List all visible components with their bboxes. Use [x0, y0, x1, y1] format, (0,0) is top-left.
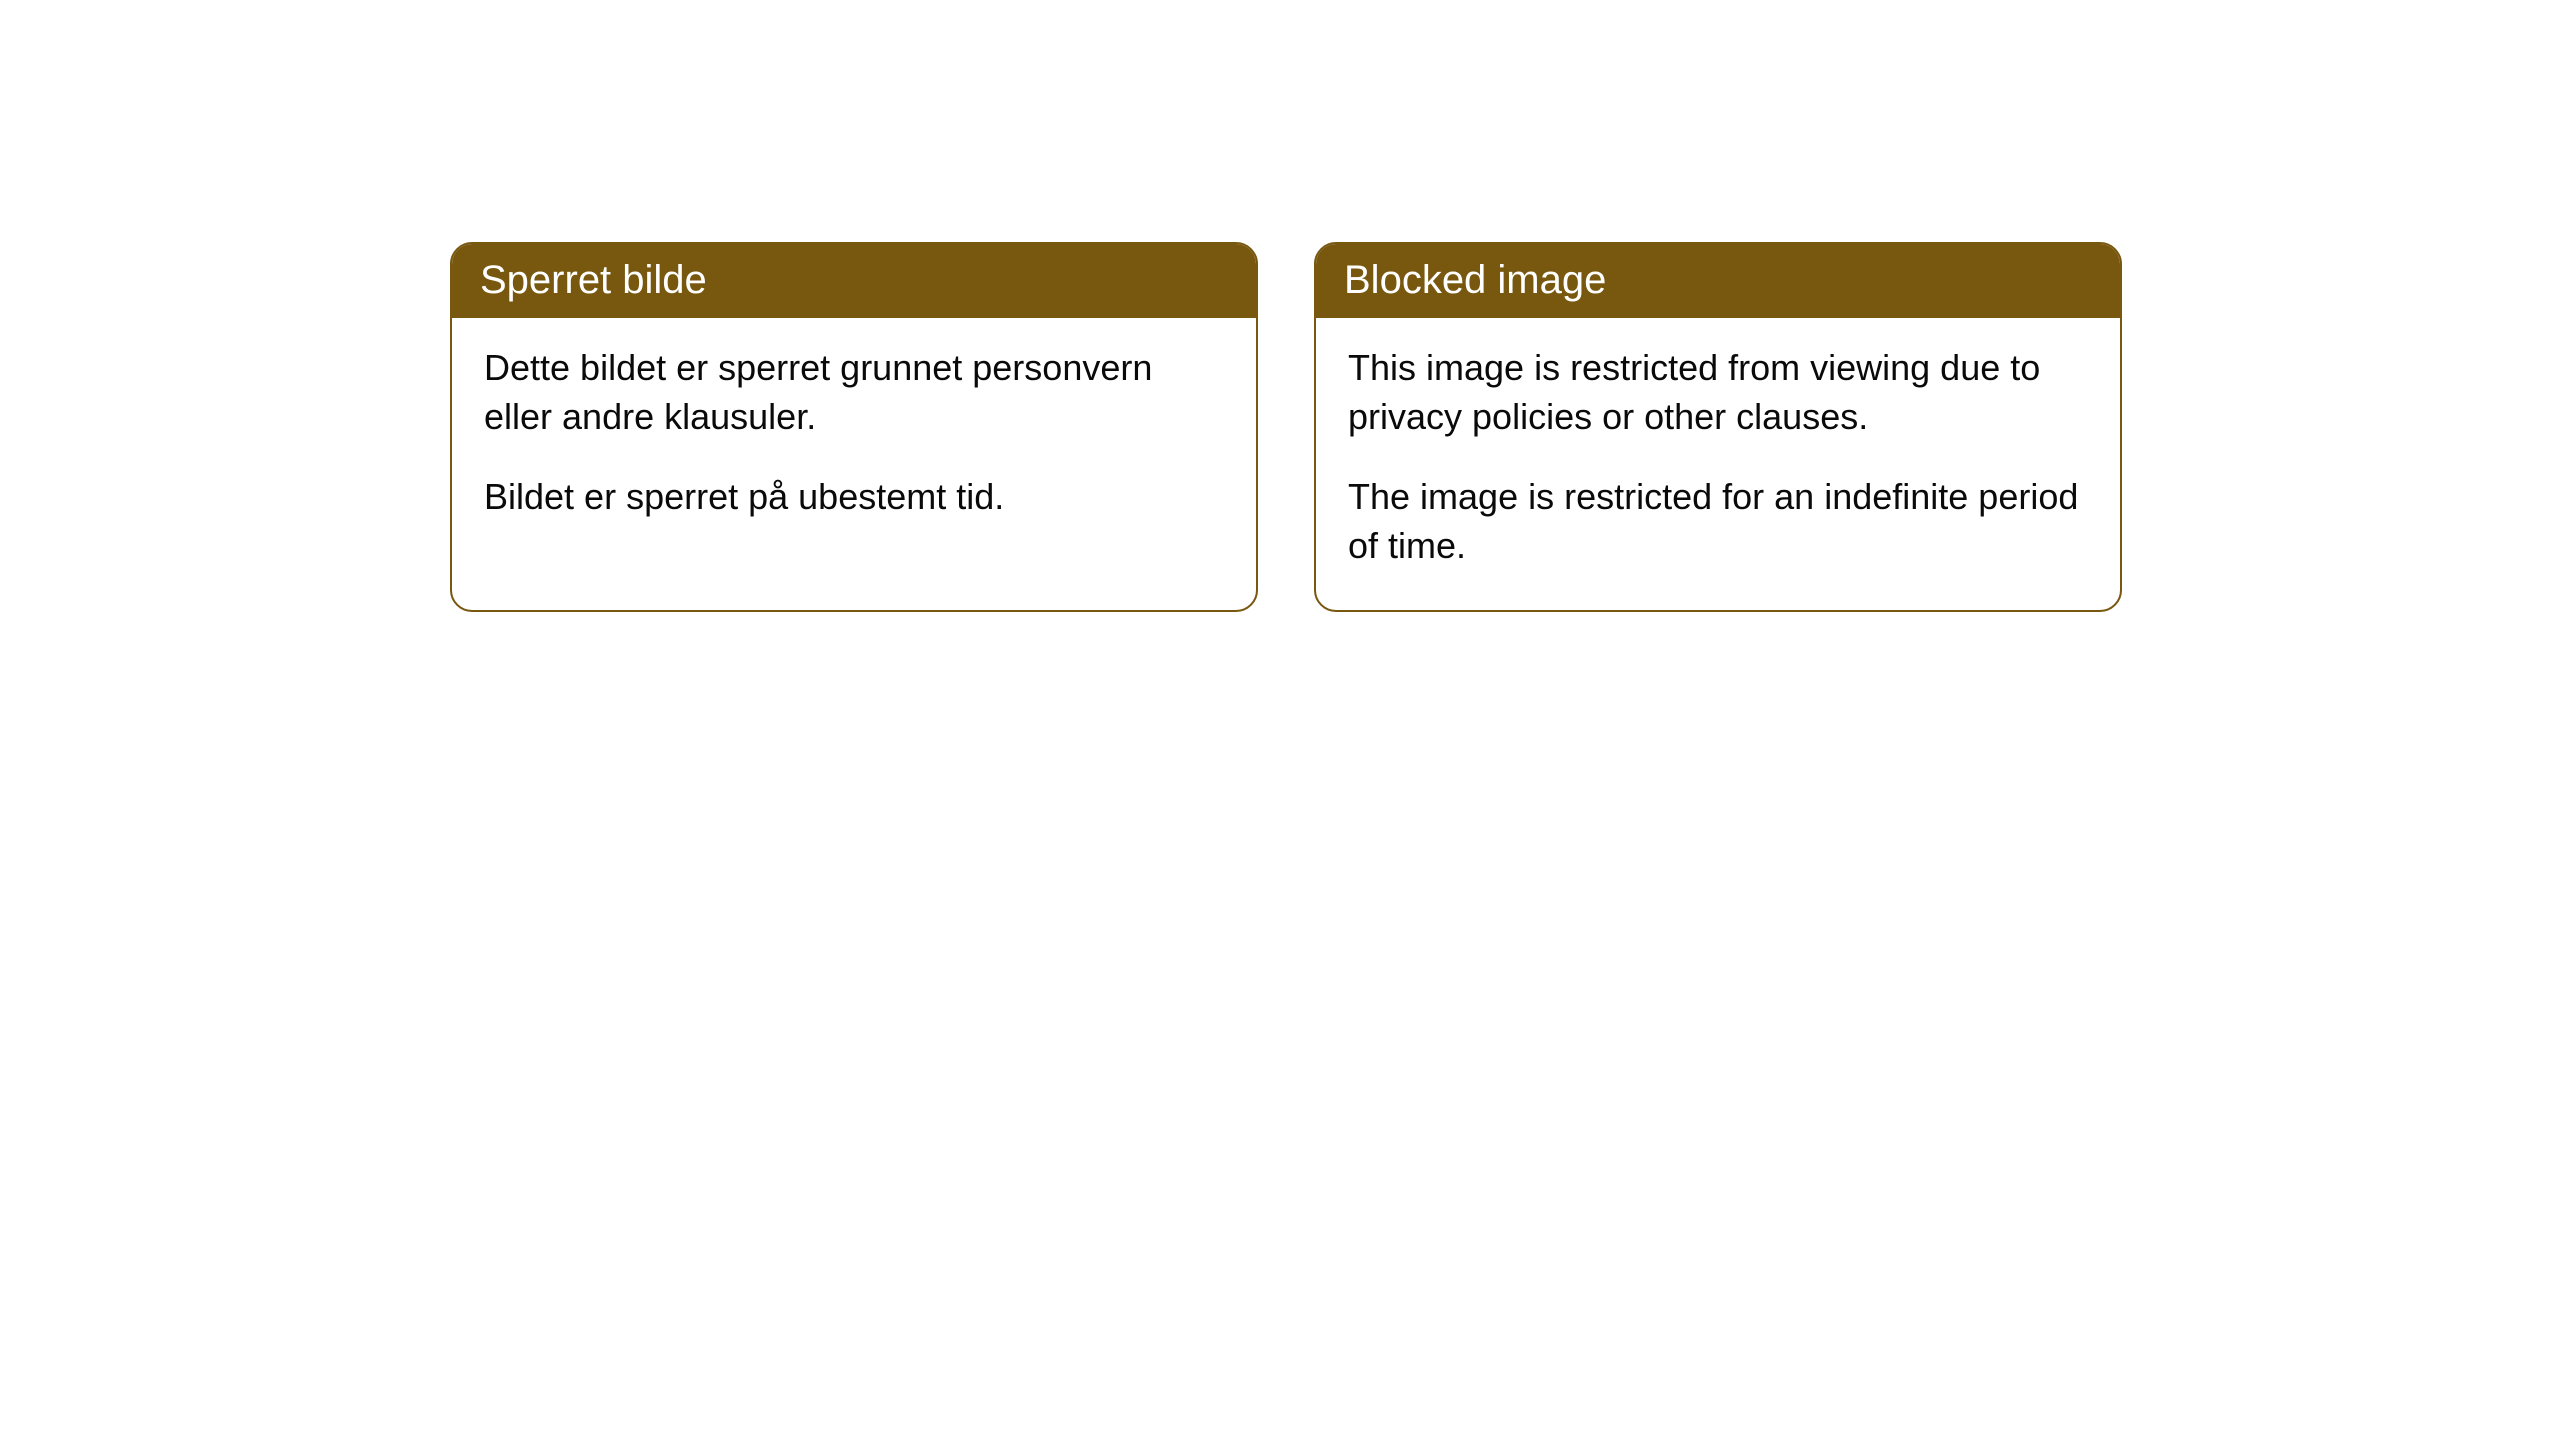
blocked-image-card-en: Blocked image This image is restricted f… — [1314, 242, 2122, 612]
card-body-en: This image is restricted from viewing du… — [1316, 318, 2120, 610]
blocked-image-card-no: Sperret bilde Dette bildet er sperret gr… — [450, 242, 1258, 612]
notice-cards-container: Sperret bilde Dette bildet er sperret gr… — [450, 242, 2122, 612]
card-paragraph: Dette bildet er sperret grunnet personve… — [484, 344, 1224, 441]
card-paragraph: Bildet er sperret på ubestemt tid. — [484, 473, 1224, 522]
card-header-en: Blocked image — [1316, 244, 2120, 318]
card-paragraph: This image is restricted from viewing du… — [1348, 344, 2088, 441]
card-paragraph: The image is restricted for an indefinit… — [1348, 473, 2088, 570]
card-body-no: Dette bildet er sperret grunnet personve… — [452, 318, 1256, 562]
card-header-no: Sperret bilde — [452, 244, 1256, 318]
